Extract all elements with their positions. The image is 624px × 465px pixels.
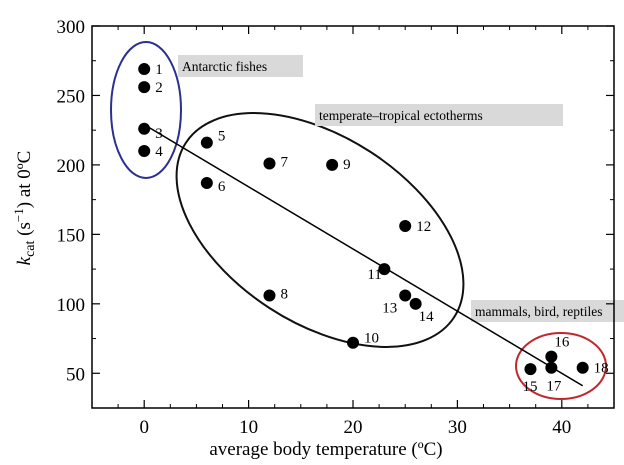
data-point-12 [399,220,412,233]
y-tick-label: 300 [57,17,86,38]
data-point-13 [399,289,412,302]
trend-line-layer [143,123,584,387]
point-label-3: 3 [155,126,163,142]
point-label-4: 4 [155,144,163,160]
y-tick-label: 50 [66,364,85,385]
x-tick-label: 0 [139,417,149,438]
x-tick-label: 20 [344,417,363,438]
ellipse-temperate-tropical-ectotherms [175,112,465,348]
data-point-16 [545,350,558,363]
axis-ticks: 0 10 20 30 40 50 100 150 200 250 300 [57,17,615,438]
ellipse-antarctic-fishes [110,41,182,179]
point-label-17: 17 [546,379,562,395]
y-axis-title-k: k [14,256,35,265]
axis-titles: average body temperature (ºC) kcat (s−1)… [11,151,443,460]
point-label-18: 18 [594,361,609,377]
group-ellipses [110,41,607,400]
point-label-9: 9 [343,157,351,173]
annotation-antarctic-fishes: Antarctic fishes [182,59,267,74]
data-point-3 [138,122,151,135]
y-tick-label: 150 [57,225,86,246]
x-tick-label: 30 [448,417,467,438]
annotation-antarctic-fishes-box [178,55,303,77]
point-label-7: 7 [280,155,288,171]
ellipse-mammals-bird-reptiles [515,332,607,400]
point-label-16: 16 [554,335,570,351]
plot-border [91,25,615,409]
y-axis-title-sub: cat [23,240,38,256]
y-tick-label: 100 [57,295,86,316]
data-point-4 [138,145,151,158]
point-label-13: 13 [382,300,397,316]
y-axis-title-suffix: ) at 0ºC [14,151,35,209]
point-label-8: 8 [280,286,288,302]
trend-line [143,123,584,387]
y-tick-label: 200 [57,156,86,177]
x-tick-label: 40 [552,417,571,438]
point-label-11: 11 [367,267,381,283]
point-label-1: 1 [155,62,163,78]
annotation-mammals-bird-reptiles: mammals, bird, reptiles [475,304,602,319]
data-point-7 [263,157,276,170]
data-point-11 [378,263,391,276]
y-axis-title: kcat (s−1) at 0ºC [11,151,38,266]
point-label-14: 14 [419,309,435,325]
point-label-15: 15 [522,379,537,395]
annotation-mammals-bird-reptiles-box [471,300,624,322]
x-axis-title: average body temperature (ºC) [209,439,442,460]
data-point-8 [263,289,276,302]
point-label-2: 2 [155,80,163,96]
point-label-12: 12 [416,219,431,235]
point-label-10: 10 [364,331,379,347]
data-point-1 [138,63,151,76]
y-tick-label: 250 [57,86,86,107]
data-point-5 [200,136,213,149]
data-point-18 [576,361,589,374]
data-point-17 [545,361,558,374]
point-label-5: 5 [218,129,226,145]
y-axis-title-mid: (s [14,222,35,240]
plot-frame [91,25,615,409]
group-annotations: Antarctic fishes temperate–tropical ectot… [178,55,624,322]
x-tick-label: 10 [239,417,258,438]
y-axis-title-sup: −1 [11,208,26,222]
data-point-15 [524,363,537,376]
data-point-10 [347,336,359,349]
data-point-14 [409,297,422,310]
annotation-temperate-tropical-ectotherms: temperate–tropical ectotherms [319,108,483,123]
point-label-6: 6 [218,179,226,195]
data-point-9 [326,158,339,171]
data-point-6 [200,176,213,189]
data-point-2 [138,81,151,94]
annotation-temperate-tropical-ectotherms-box [315,104,563,126]
